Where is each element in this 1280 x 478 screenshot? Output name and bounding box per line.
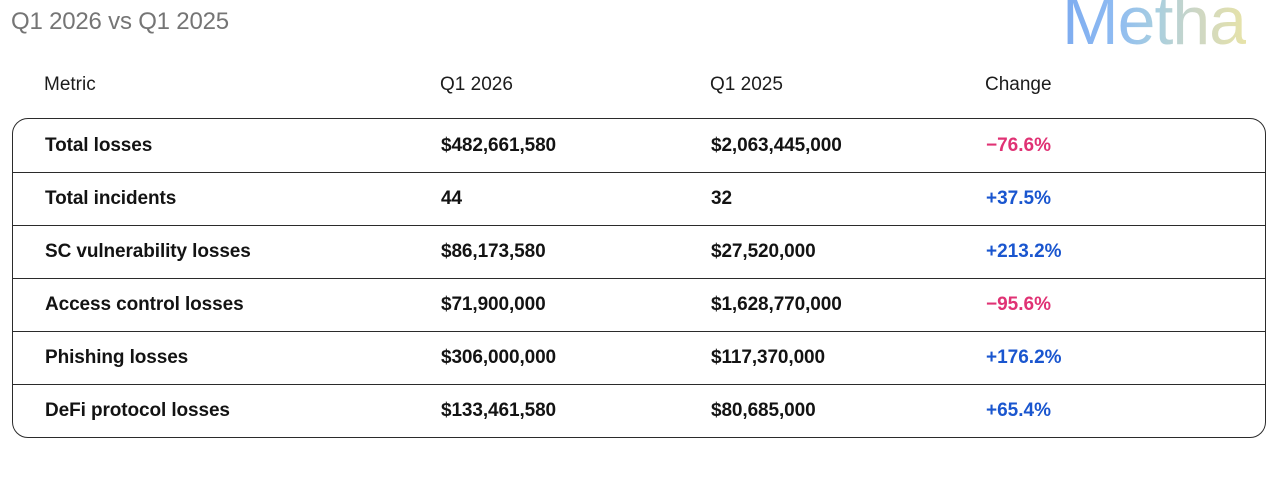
cell-q1-2026: 44: [441, 188, 462, 209]
cell-metric: Phishing losses: [45, 347, 189, 368]
cell-change: −76.6%: [986, 134, 1051, 156]
cell-metric: Access control losses: [45, 294, 244, 315]
cell-q1-2025: $117,370,000: [711, 347, 825, 368]
table-row: Access control losses $71,900,000 $1,628,7…: [13, 278, 1265, 331]
cell-q1-2026: $306,000,000: [441, 347, 557, 368]
cell-q1-2025: $80,685,000: [711, 400, 816, 421]
cell-metric: SC vulnerability losses: [45, 241, 251, 262]
col-header-change: Change: [985, 74, 1052, 95]
cell-change: +37.5%: [986, 188, 1051, 209]
cell-metric: Total incidents: [45, 188, 177, 209]
cell-q1-2026: $71,900,000: [441, 294, 546, 315]
cell-metric: DeFi protocol losses: [45, 400, 230, 421]
table-row: DeFi protocol losses $133,461,580 $80,685,…: [13, 384, 1265, 437]
cell-change: +213.2%: [986, 241, 1062, 262]
col-header-q1-2025: Q1 2025: [710, 74, 783, 95]
cell-q1-2025: $27,520,000: [711, 241, 816, 262]
brand-watermark: Metha: [1062, 0, 1247, 55]
cell-q1-2026: $133,461,580: [441, 400, 557, 421]
comparison-table: Total losses $482,661,580 $2,063,445,000 −7…: [12, 118, 1266, 438]
col-header-q1-2026: Q1 2026: [440, 74, 513, 95]
table-row: Total incidents 44 32 +37.5%: [13, 172, 1265, 225]
page-title: Q1 2026 vs Q1 2025: [11, 8, 229, 35]
table-row: SC vulnerability losses $86,173,580 $27,52…: [13, 225, 1265, 278]
cell-metric: Total losses: [45, 134, 153, 156]
cell-change: +176.2%: [986, 347, 1062, 368]
cell-q1-2025: 32: [711, 188, 732, 209]
cell-q1-2025: $2,063,445,000: [711, 134, 842, 156]
cell-q1-2026: $86,173,580: [441, 241, 546, 262]
cell-change: +65.4%: [986, 400, 1051, 421]
cell-change: −95.6%: [986, 294, 1051, 315]
cell-q1-2025: $1,628,770,000: [711, 294, 842, 315]
table-row: Total losses $482,661,580 $2,063,445,000 −7…: [13, 119, 1265, 172]
table-row: Phishing losses $306,000,000 $117,370,000 +…: [13, 331, 1265, 384]
table-header-row: Metric Q1 2026 Q1 2025 Change: [12, 72, 1266, 98]
cell-q1-2026: $482,661,580: [441, 134, 557, 156]
col-header-metric: Metric: [44, 74, 96, 95]
